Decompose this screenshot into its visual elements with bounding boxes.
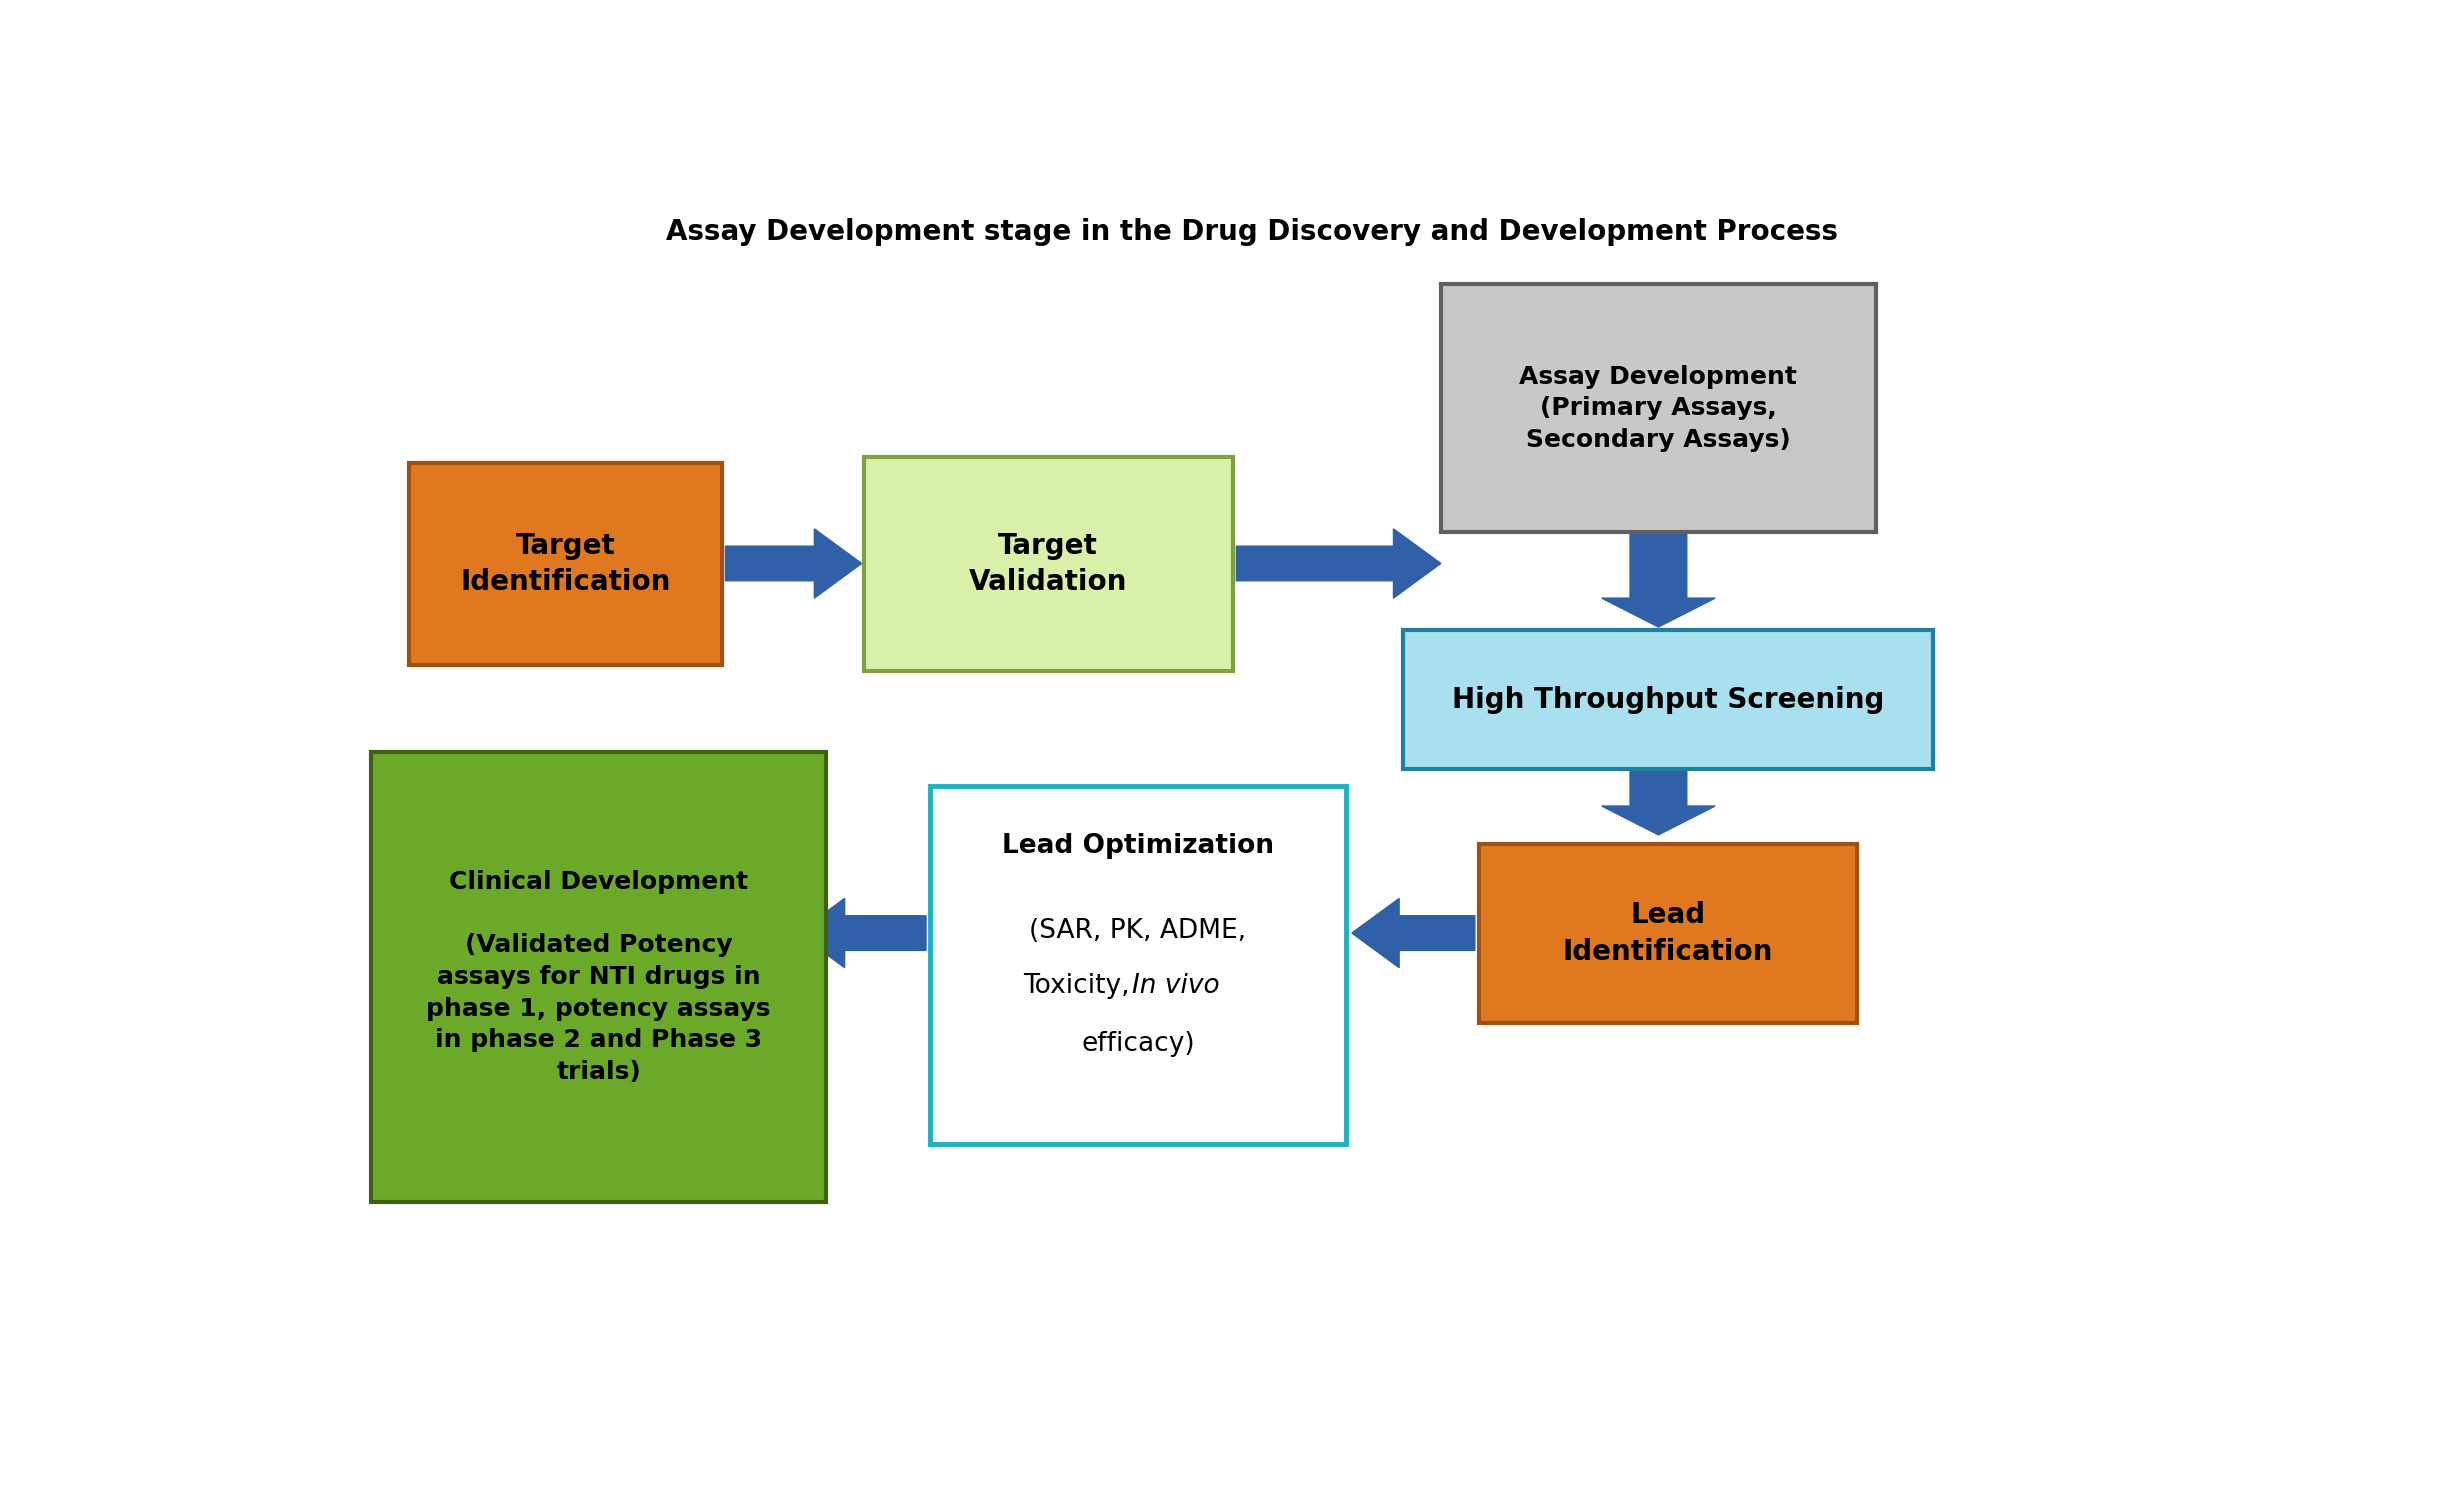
FancyBboxPatch shape — [1480, 844, 1858, 1023]
FancyArrow shape — [1602, 534, 1714, 627]
Text: High Throughput Screening: High Throughput Screening — [1451, 686, 1885, 714]
FancyArrow shape — [1602, 771, 1714, 836]
FancyBboxPatch shape — [864, 458, 1233, 670]
Text: (SAR, PK, ADME,: (SAR, PK, ADME, — [1031, 918, 1245, 944]
Text: In vivo: In vivo — [1133, 974, 1221, 999]
Text: Clinical Development

(Validated Potency
assays for NTI drugs in
phase 1, potenc: Clinical Development (Validated Potency … — [427, 870, 772, 1083]
FancyArrow shape — [1236, 530, 1441, 598]
Text: Assay Development stage in the Drug Discovery and Development Process: Assay Development stage in the Drug Disc… — [667, 217, 1836, 246]
FancyArrow shape — [725, 530, 862, 598]
Text: Target
Validation: Target Validation — [969, 531, 1128, 597]
FancyArrow shape — [799, 898, 926, 968]
Text: efficacy): efficacy) — [1082, 1030, 1194, 1057]
FancyBboxPatch shape — [371, 752, 825, 1202]
Text: Lead
Identification: Lead Identification — [1563, 902, 1773, 966]
FancyBboxPatch shape — [410, 464, 723, 664]
FancyBboxPatch shape — [1404, 630, 1934, 770]
FancyArrow shape — [1353, 898, 1475, 968]
FancyBboxPatch shape — [1441, 284, 1875, 532]
Text: Lead Optimization: Lead Optimization — [1001, 834, 1275, 860]
Text: Target
Identification: Target Identification — [459, 531, 672, 597]
Text: Toxicity,: Toxicity, — [1023, 974, 1138, 999]
Text: Assay Development
(Primary Assays,
Secondary Assays): Assay Development (Primary Assays, Secon… — [1519, 364, 1797, 452]
FancyBboxPatch shape — [930, 786, 1346, 1144]
